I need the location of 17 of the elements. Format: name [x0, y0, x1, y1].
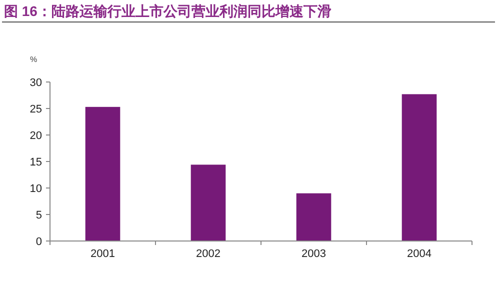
y-tick-label: 25: [30, 103, 42, 116]
y-tick-label: 0: [36, 236, 42, 248]
bar: [85, 106, 120, 241]
bar: [190, 164, 226, 241]
x-tick-label: 2002: [196, 248, 220, 260]
x-tick-label: 2003: [302, 248, 326, 260]
chart-title: 图 16：陆路运输行业上市公司营业利润同比增速下滑: [4, 3, 332, 19]
bar: [402, 94, 437, 241]
y-axis-title: %: [30, 55, 38, 64]
y-tick-label: 30: [30, 76, 42, 89]
x-tick-label: 2001: [90, 248, 115, 260]
bar: [296, 193, 332, 241]
y-tick-label: 10: [30, 182, 42, 195]
x-tick-label: 2004: [407, 248, 432, 260]
y-tick-label: 15: [30, 156, 42, 168]
y-tick-label: 20: [30, 130, 42, 142]
y-tick-label: 5: [36, 209, 42, 222]
